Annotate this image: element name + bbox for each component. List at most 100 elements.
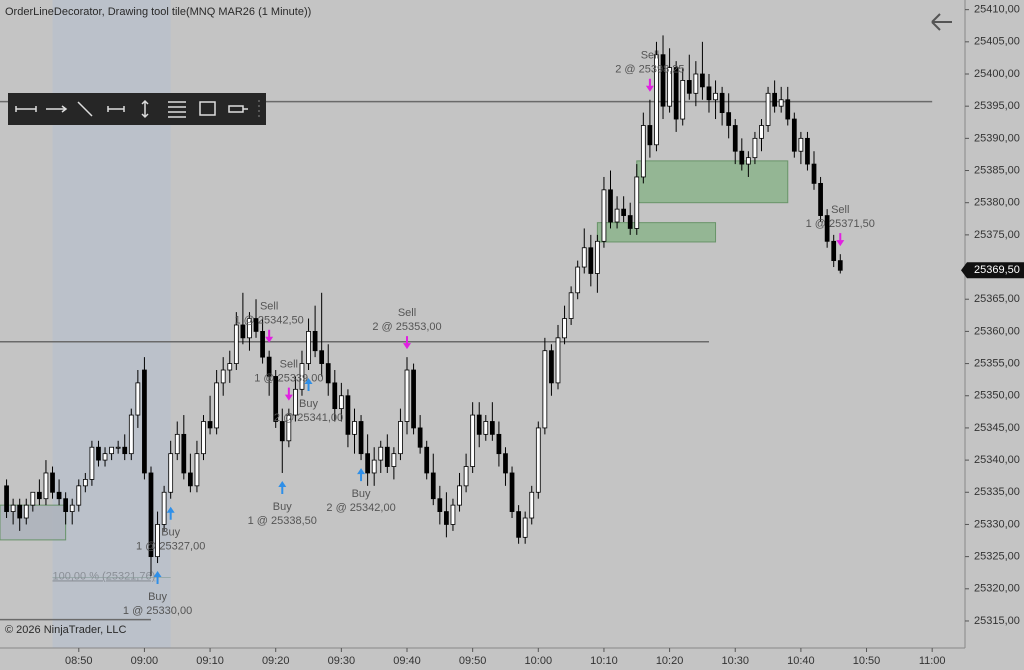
x-tick-label: 10:10 [590, 655, 618, 667]
candle-body [470, 414, 476, 467]
candle-body [214, 382, 220, 429]
candle-body [122, 446, 128, 455]
tool-ruler[interactable] [228, 105, 248, 113]
candle-body [450, 504, 456, 525]
y-tick-label: 25350,00 [974, 390, 1020, 402]
execution-side: Sell [831, 204, 849, 216]
price-marker-label: 25369,50 [974, 264, 1020, 276]
candle-body [109, 446, 114, 455]
candle-body [319, 350, 325, 364]
candle-body [759, 125, 764, 139]
sell-arrow [284, 387, 293, 401]
candle-body [745, 157, 751, 165]
candle-body [805, 137, 810, 165]
candle-body [430, 472, 436, 500]
candle-body [240, 324, 246, 339]
candle-body [227, 363, 233, 371]
y-tick-label: 25375,00 [974, 229, 1020, 241]
buy-arrow [304, 378, 313, 392]
candle-body [654, 54, 659, 146]
candle-body [489, 421, 495, 435]
y-tick-label: 25380,00 [974, 197, 1020, 209]
candle-body [102, 453, 108, 461]
tool-rectangle[interactable] [199, 101, 216, 116]
y-tick-label: 25395,00 [974, 100, 1020, 112]
candle-body [279, 421, 285, 442]
candle-body [509, 472, 515, 512]
candle-body [69, 504, 75, 512]
candle-body [17, 504, 23, 519]
y-tick-label: 25360,00 [974, 325, 1020, 337]
candle-body [384, 446, 390, 467]
candle-body [82, 479, 88, 487]
execution-side: Sell [641, 50, 659, 62]
candle-body [325, 363, 331, 384]
x-tick-label: 09:50 [459, 655, 487, 667]
back-button[interactable] [931, 13, 952, 31]
candle-body [686, 80, 692, 94]
candle-body [63, 498, 69, 512]
candle-body [555, 337, 561, 384]
candle-body [417, 427, 423, 448]
candle-body [76, 485, 82, 506]
tool-ray[interactable] [46, 105, 68, 113]
candle-body [293, 388, 298, 416]
candle-body [837, 260, 843, 271]
sell-arrow [645, 78, 654, 92]
candle-body [785, 99, 791, 120]
tool-vertical[interactable] [141, 99, 149, 119]
buy-arrow [166, 506, 175, 520]
tool-trend[interactable] [77, 101, 93, 117]
tool-range[interactable] [107, 106, 125, 112]
candle-body [135, 382, 141, 416]
x-tick-label: 08:50 [65, 655, 93, 667]
candle-body [476, 414, 482, 435]
candle-body [627, 215, 633, 229]
candle-body [411, 369, 416, 429]
y-tick-label: 25335,00 [974, 486, 1020, 498]
candle-body [299, 363, 305, 390]
execution-side: Sell [260, 301, 278, 313]
candle-body [260, 331, 265, 358]
candle-body [483, 421, 489, 435]
execution-text: 1 @ 25339,00 [254, 373, 323, 385]
candle-body [568, 292, 574, 319]
candle-body [601, 189, 607, 242]
y-tick-label: 25315,00 [974, 615, 1020, 627]
x-tick-label: 10:00 [525, 655, 553, 667]
buy-arrow [153, 571, 162, 585]
candle-body [181, 433, 187, 474]
candle-body [765, 92, 771, 126]
candle-body [155, 524, 160, 558]
candle-body [614, 208, 620, 223]
candle-body [463, 466, 469, 487]
candle-body [437, 498, 443, 512]
candle-body [640, 125, 646, 178]
candle-body [188, 472, 193, 487]
candle-body [588, 247, 594, 274]
candle-body [247, 318, 252, 339]
candle-body [89, 446, 95, 480]
candle-body [522, 517, 528, 538]
execution-side: Buy [352, 488, 371, 500]
zone [596, 222, 717, 243]
candle-body [56, 491, 62, 500]
price-marker [961, 262, 1024, 279]
sell-arrow [403, 336, 412, 350]
drawing-toolbar [8, 93, 266, 125]
execution-side: Buy [148, 591, 167, 603]
y-tick-label: 25410,00 [974, 4, 1020, 16]
candle-body [516, 511, 521, 538]
y-tick-label: 25400,00 [974, 68, 1020, 80]
candle-body [535, 427, 541, 493]
candle-body [831, 240, 837, 262]
y-tick-label: 25365,00 [974, 293, 1020, 305]
back-arrow[interactable] [931, 13, 952, 31]
tool-line[interactable] [15, 106, 37, 112]
candle-body [365, 453, 370, 474]
candle-body [115, 446, 121, 449]
y-tick-label: 25320,00 [974, 583, 1020, 595]
candle-body [660, 54, 666, 107]
tool-fib[interactable] [168, 101, 186, 118]
x-tick-label: 09:40 [393, 655, 421, 667]
